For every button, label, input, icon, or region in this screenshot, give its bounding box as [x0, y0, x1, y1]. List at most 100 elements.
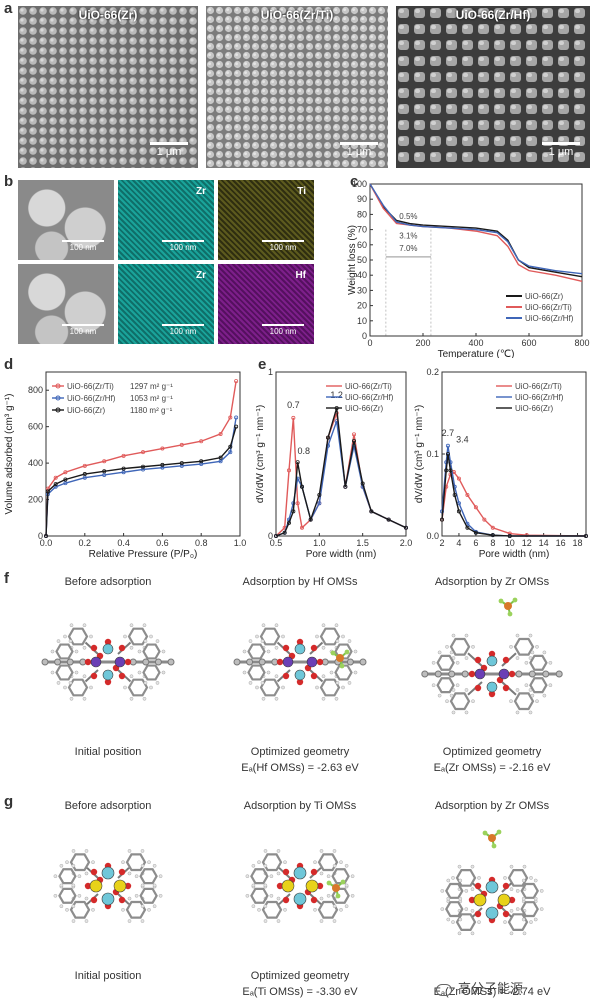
- y-tick-label: 60: [357, 240, 367, 250]
- guest-fluorine-atom: [344, 649, 350, 655]
- panel-label-e: e: [258, 356, 267, 373]
- carbon-atom: [542, 670, 550, 678]
- carbon-atom: [154, 658, 162, 666]
- hydrogen-atom: [449, 693, 454, 698]
- data-point: [228, 450, 233, 455]
- hydrogen-atom: [149, 685, 153, 690]
- data-point: [291, 415, 296, 420]
- data-point: [403, 525, 408, 530]
- hydrogen-atom: [71, 883, 76, 888]
- structure-title: Adsorption by Zr OMSs: [434, 576, 550, 588]
- peak-label: 0.7: [287, 400, 300, 410]
- data-point: [121, 470, 126, 475]
- x-tick-label: 6: [473, 538, 478, 548]
- y-tick-label: 30: [357, 285, 367, 295]
- linker-ring: [529, 677, 548, 694]
- hydrogen-atom: [263, 904, 268, 908]
- hydrogen-atom: [127, 871, 132, 876]
- data-point: [482, 517, 487, 522]
- oxygen-atom: [282, 868, 290, 876]
- hydrogen-atom: [533, 917, 538, 922]
- hydrogen-atom: [515, 656, 520, 660]
- linker-ring: [317, 853, 339, 872]
- x-tick-label: 12: [522, 538, 532, 548]
- linker-ring: [69, 900, 91, 919]
- hydrogen-atom: [458, 878, 463, 883]
- hydrogen-atom: [281, 634, 285, 639]
- metal-atom: [497, 893, 511, 907]
- data-point: [140, 467, 145, 472]
- eds-sem-image: 100 nm: [18, 180, 114, 260]
- hydrogen-atom: [161, 649, 166, 654]
- hydrogen-atom: [281, 685, 285, 690]
- hydrogen-atom: [263, 849, 268, 853]
- hydrogen-atom: [69, 623, 74, 628]
- oxygen-atom: [474, 656, 482, 664]
- y-tick-label: 90: [357, 194, 367, 204]
- molecule-model: [245, 849, 355, 923]
- y-tick-label: 0.2: [426, 367, 439, 377]
- hydrogen-atom: [344, 904, 349, 908]
- data-point: [326, 435, 331, 440]
- structure-caption: Optimized geometry: [250, 746, 350, 758]
- hydrogen-atom: [334, 696, 339, 701]
- hydrogen-atom: [245, 894, 250, 898]
- peak-label: 2.7: [442, 428, 455, 438]
- hydrogen-atom: [82, 674, 87, 679]
- hydrogen-atom: [522, 864, 527, 869]
- y-tick-label: 20: [357, 301, 367, 311]
- data-point: [490, 525, 495, 530]
- oxygen-atom: [502, 882, 510, 890]
- hydrogen-atom: [242, 649, 247, 654]
- data-point: [199, 439, 204, 444]
- hydrogen-atom: [127, 919, 132, 923]
- legend-area: 1180 m² g⁻¹: [130, 406, 173, 415]
- molecule-model: [421, 597, 563, 715]
- hydrogen-atom: [315, 685, 319, 690]
- hydrogen-atom: [56, 681, 61, 685]
- sem-texture: [206, 6, 388, 168]
- structure-title: Adsorption by Zr OMSs: [434, 800, 550, 812]
- hydrogen-atom: [251, 883, 256, 888]
- hydrogen-atom: [276, 871, 281, 876]
- carbon-atom: [66, 658, 74, 666]
- hydrogen-atom: [123, 634, 127, 639]
- x-tick-label: 1.0: [313, 538, 326, 548]
- hydrogen-atom: [84, 849, 89, 853]
- hydrogen-atom: [437, 650, 442, 655]
- x-tick-label: 18: [573, 538, 583, 548]
- metal-atom: [306, 656, 318, 668]
- x-axis-label: Pore width (nm): [479, 549, 550, 560]
- data-point: [179, 442, 184, 447]
- hydrogen-atom: [84, 896, 89, 901]
- linker-ring: [55, 664, 74, 681]
- hydrogen-atom: [326, 874, 331, 879]
- metal-atom: [474, 668, 486, 680]
- hydrogen-atom: [123, 685, 127, 690]
- hydrogen-atom: [251, 904, 256, 908]
- linker-ring: [247, 643, 266, 660]
- oxygen-atom: [282, 896, 290, 904]
- hydrogen-atom: [431, 661, 436, 665]
- guest-center-atom: [488, 834, 496, 842]
- hydrogen-atom: [127, 896, 132, 901]
- hydrogen-atom: [350, 874, 355, 879]
- hydrogen-atom: [509, 645, 513, 649]
- hydrogen-atom: [74, 649, 79, 654]
- x-axis-label: Relative Pressure (P/P₀): [89, 549, 198, 560]
- oxygen-atom: [84, 658, 92, 666]
- structure-models: [53, 829, 544, 936]
- hydrogen-atom: [539, 889, 544, 893]
- y-tick-label: 0.1: [426, 449, 439, 459]
- hydrogen-atom: [53, 894, 58, 898]
- hydrogen-atom: [82, 696, 87, 701]
- oxygen-atom: [474, 910, 482, 918]
- sem-image-zr-hf: UiO-66(Zr/Hf) 1 μm: [396, 6, 590, 168]
- hydrogen-atom: [539, 907, 544, 911]
- hydrogen-atom: [339, 908, 343, 912]
- legend-label: UiO-66(Zr/Hf): [67, 394, 116, 403]
- x-tick-label: 200: [415, 338, 430, 348]
- guest-center-atom: [332, 884, 340, 892]
- carbon-atom: [359, 658, 367, 666]
- linker-ring: [317, 900, 339, 919]
